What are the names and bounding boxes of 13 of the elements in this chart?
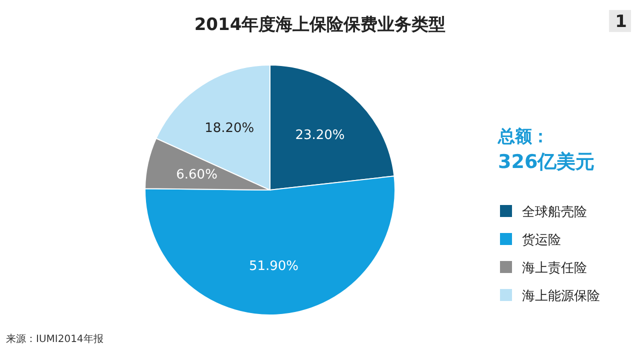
legend-label: 全球船壳险 [522,205,587,220]
data-label: 18.20% [204,120,254,136]
source-note: 来源：IUMI2014年报 [6,333,104,345]
text: 总额： [497,127,549,147]
text: 1 [615,12,627,32]
chart-title: 2014年度海上保险保费业务类型 [194,15,446,35]
legend-label: 海上能源保险 [522,289,600,304]
data-label: 51.90% [248,258,299,274]
data-label: 6.60% [176,168,218,183]
legend-label: 海上责任险 [522,261,587,276]
legend-label: 货运险 [522,233,561,248]
text: 326亿美元 [498,151,595,173]
data-label: 23.20% [295,128,345,144]
